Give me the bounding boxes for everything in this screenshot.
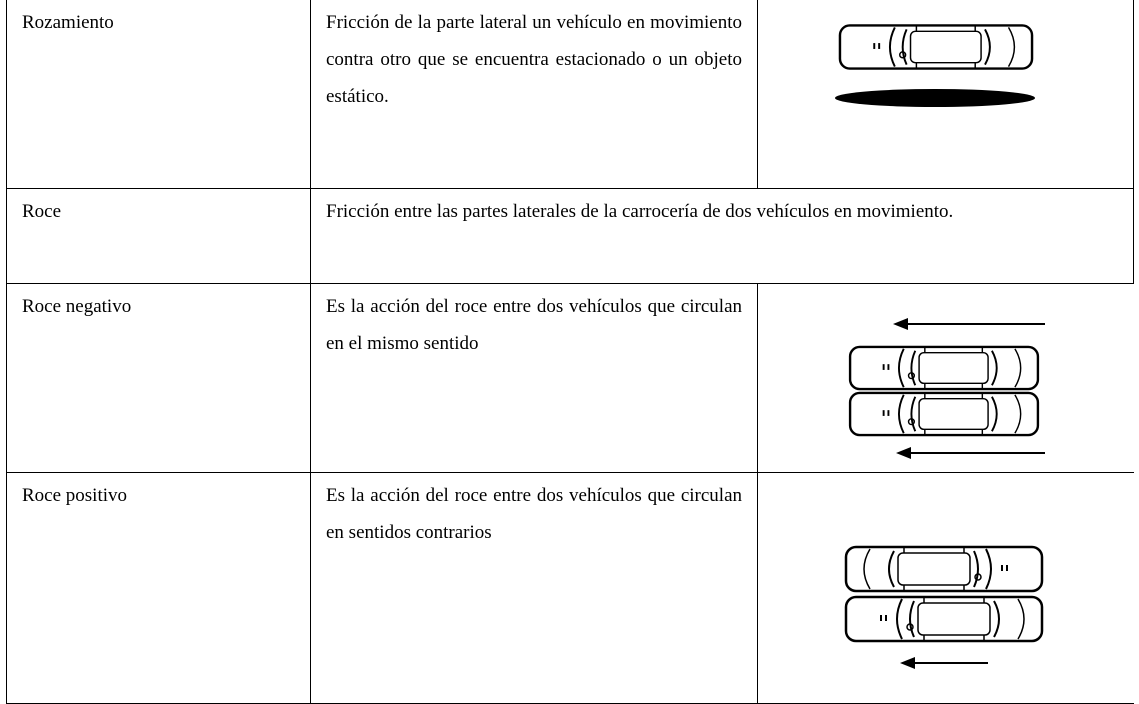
rozamiento-illustration [835, 23, 1035, 107]
roce-negativo-illustration [848, 318, 1045, 459]
description-cell: Es la acción del roce entre dos vehículo… [310, 283, 758, 473]
image-cell [757, 283, 1134, 473]
description-cell: Es la acción del roce entre dos vehículo… [310, 472, 758, 704]
description-cell: Fricción de la parte lateral un vehículo… [310, 0, 758, 189]
roce-positivo-illustration [844, 545, 1044, 669]
